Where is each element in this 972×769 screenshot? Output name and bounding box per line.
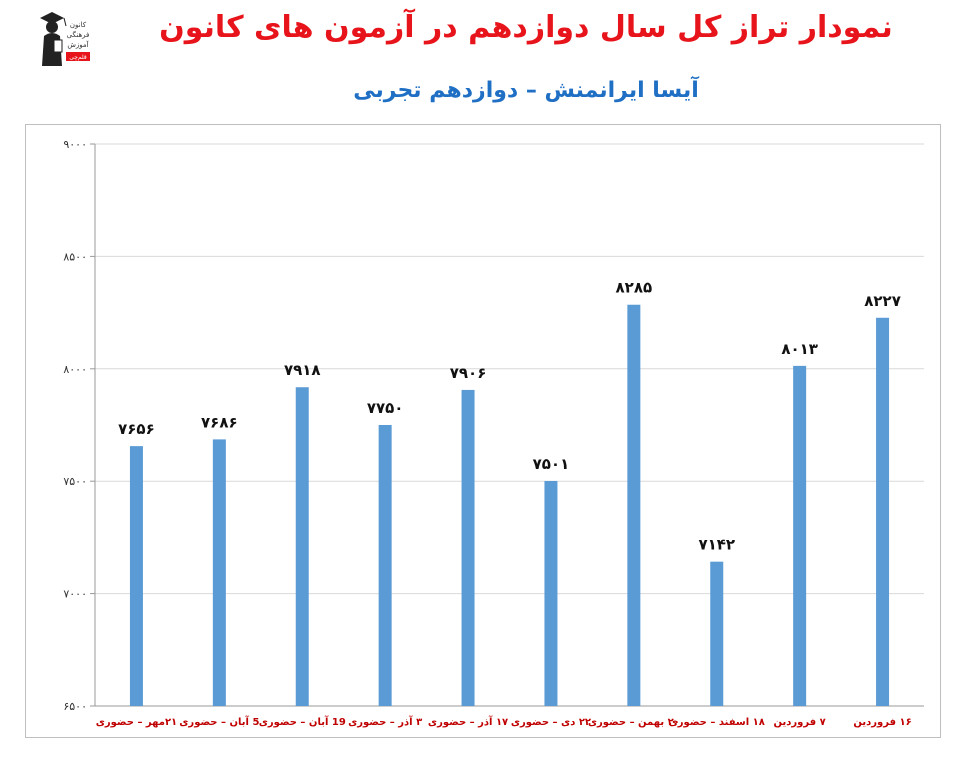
chart-subtitle: آیسا ایرانمنش – دوازدهم تجربی bbox=[353, 78, 699, 103]
bar bbox=[627, 304, 641, 706]
x-tick-label: ۱۷ آذر – حضوری bbox=[428, 715, 508, 728]
logo-line-1: کانون bbox=[70, 21, 87, 29]
y-tick-label: ۷۵۰۰ bbox=[63, 475, 87, 488]
data-label: ۷۹۰۶ bbox=[450, 364, 487, 382]
bar bbox=[461, 389, 475, 706]
data-label: ۷۱۴۲ bbox=[698, 536, 735, 554]
data-label: ۸۲۸۵ bbox=[616, 279, 653, 297]
bar-chart: ۶۵۰۰ ۷۰۰۰ ۷۵۰۰ ۸۰۰۰ ۸۵۰۰ ۹۰۰۰ ۷۶۵۶ ۲۱مهر – حضور… bbox=[63, 138, 924, 728]
bar bbox=[295, 387, 309, 706]
bar bbox=[212, 439, 226, 706]
x-tick-label: ۱۶ فروردین bbox=[853, 717, 911, 728]
x-tick-label: ۱۸ اسفند – حضوری bbox=[669, 717, 765, 728]
x-tick-label: ۲۲ دی – حضوری bbox=[511, 717, 591, 728]
data-label: ۷۶۸۶ bbox=[201, 413, 238, 431]
y-tick-label: ۷۰۰۰ bbox=[63, 588, 87, 601]
x-tick-label: 19 آبان – حضوری bbox=[259, 715, 346, 728]
bar bbox=[544, 480, 558, 706]
y-tick-label: ۸۵۰۰ bbox=[63, 250, 87, 263]
bar bbox=[793, 365, 807, 706]
data-label: ۷۷۵۰ bbox=[367, 399, 404, 417]
data-label: ۸۲۲۷ bbox=[864, 292, 901, 310]
x-tick-label: ۲۱مهر – حضوری bbox=[96, 717, 177, 728]
data-label: ۷۹۱۸ bbox=[284, 361, 321, 379]
chart-area: ۶۵۰۰ ۷۰۰۰ ۷۵۰۰ ۸۰۰۰ ۸۵۰۰ ۹۰۰۰ ۷۶۵۶ ۲۱مهر – حضور… bbox=[25, 124, 941, 738]
data-label: ۸۰۱۳ bbox=[781, 340, 818, 358]
y-tick-label: ۹۰۰۰ bbox=[63, 138, 87, 151]
logo: کانون فرهنگی آموزش قلم‌چی bbox=[38, 10, 92, 68]
x-tick-label: ۳ آذر – حضوری bbox=[348, 715, 422, 728]
bar bbox=[378, 425, 392, 706]
x-tick-label: ۷ فروردین bbox=[774, 717, 826, 728]
bar bbox=[129, 446, 143, 706]
bar bbox=[710, 561, 724, 706]
x-tick-label: 5 آبان – حضوری bbox=[179, 715, 259, 728]
data-label: ۷۵۰۱ bbox=[533, 455, 570, 473]
logo-line-3: آموزش bbox=[67, 40, 89, 49]
graduate-figure-icon: کانون فرهنگی آموزش قلم‌چی bbox=[40, 12, 90, 66]
logo-line-2: فرهنگی bbox=[67, 30, 90, 39]
y-tick-label: ۸۰۰۰ bbox=[63, 363, 87, 376]
logo-line-4: قلم‌چی bbox=[69, 54, 87, 61]
chart-title: نمودار تراز کل سال دوازدهم در آزمون های … bbox=[159, 10, 893, 45]
data-label: ۷۶۵۶ bbox=[118, 420, 155, 438]
y-tick-label: ۶۵۰۰ bbox=[63, 700, 87, 713]
bar bbox=[876, 317, 890, 706]
x-tick-label: ۲۰ بهمن – حضوری bbox=[588, 717, 680, 728]
